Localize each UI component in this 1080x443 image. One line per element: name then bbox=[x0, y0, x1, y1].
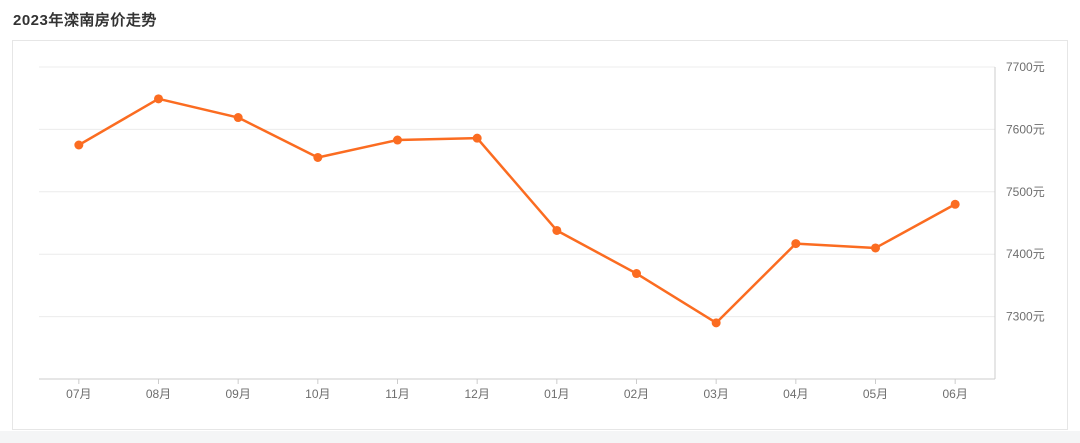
x-axis-label-05月: 05月 bbox=[863, 387, 888, 401]
y-axis-label-7500: 7500元 bbox=[1006, 185, 1045, 199]
data-point-03月[interactable] bbox=[711, 318, 721, 328]
data-point-04月[interactable] bbox=[791, 239, 801, 249]
page-title: 2023年滦南房价走势 bbox=[13, 12, 157, 29]
y-axis-label-7600: 7600元 bbox=[1006, 122, 1045, 136]
data-point-01月[interactable] bbox=[552, 225, 562, 235]
x-axis-label-07月: 07月 bbox=[66, 387, 91, 401]
data-point-07月[interactable] bbox=[74, 140, 84, 150]
data-point-06月[interactable] bbox=[950, 199, 960, 209]
data-point-02月[interactable] bbox=[632, 269, 641, 279]
x-axis-label-02月: 02月 bbox=[624, 387, 649, 401]
price-trend-chart-card: 07月 08月 09月 10月 11月 12月 01月 02月 03月 04月 05月 06月 7700… bbox=[12, 40, 1068, 430]
x-axis-label-09月: 09月 bbox=[225, 387, 250, 401]
y-axis-label-7300: 7300元 bbox=[1006, 310, 1045, 324]
price-trend-line-chart[interactable]: 07月 08月 09月 10月 11月 12月 01月 02月 03月 04月 05月 06月 7700… bbox=[13, 41, 1067, 429]
data-point-11月[interactable] bbox=[393, 135, 402, 145]
y-axis-label-7400: 7400元 bbox=[1006, 247, 1045, 261]
footer-strip bbox=[0, 431, 1080, 443]
x-axis-label-06月: 06月 bbox=[942, 387, 967, 401]
x-axis-label-10月: 10月 bbox=[305, 387, 330, 401]
y-axis-label-7700: 7700元 bbox=[1006, 60, 1045, 74]
data-point-12月[interactable] bbox=[472, 133, 482, 143]
data-point-05月[interactable] bbox=[871, 243, 880, 253]
price-line bbox=[77, 97, 957, 325]
data-point-09月[interactable] bbox=[233, 113, 243, 123]
data-point-08月[interactable] bbox=[154, 94, 163, 104]
x-axis-label-03月: 03月 bbox=[703, 387, 728, 401]
x-axis-label-08月: 08月 bbox=[146, 387, 171, 401]
data-point-10月[interactable] bbox=[313, 152, 323, 162]
x-axis-label-04月: 04月 bbox=[783, 387, 808, 401]
x-axis-label-01月: 01月 bbox=[544, 387, 569, 401]
x-axis-label-11月: 11月 bbox=[385, 387, 409, 401]
x-axis-label-12月: 12月 bbox=[464, 387, 489, 401]
